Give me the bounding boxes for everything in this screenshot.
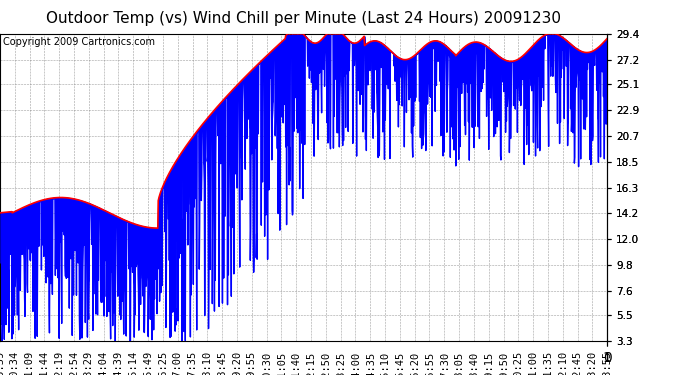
Text: Copyright 2009 Cartronics.com: Copyright 2009 Cartronics.com <box>3 37 155 47</box>
Text: Outdoor Temp (vs) Wind Chill per Minute (Last 24 Hours) 20091230: Outdoor Temp (vs) Wind Chill per Minute … <box>46 11 561 26</box>
